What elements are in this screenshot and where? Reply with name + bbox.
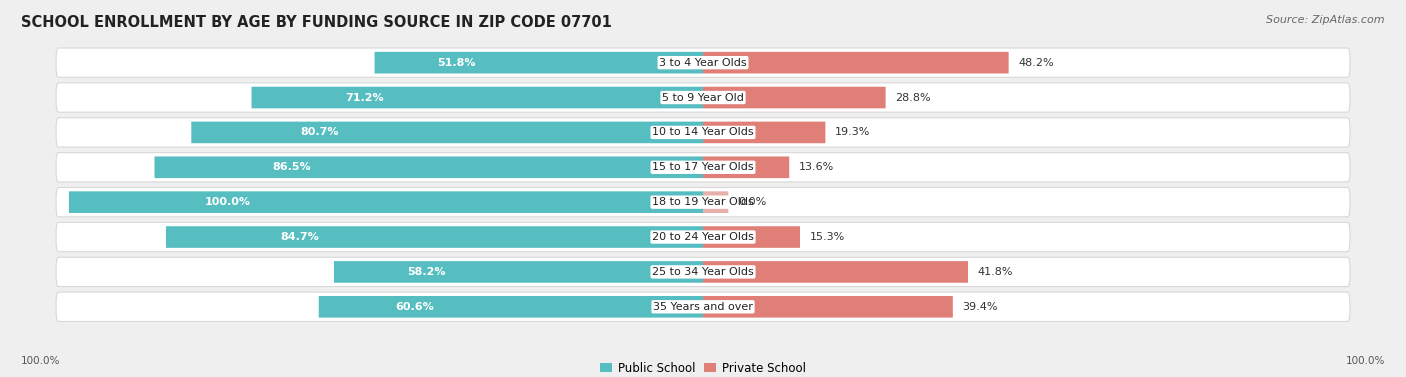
FancyBboxPatch shape [703,156,789,178]
FancyBboxPatch shape [319,296,703,317]
FancyBboxPatch shape [703,52,1008,74]
Text: 20 to 24 Year Olds: 20 to 24 Year Olds [652,232,754,242]
FancyBboxPatch shape [703,192,728,213]
FancyBboxPatch shape [69,192,703,213]
Text: 25 to 34 Year Olds: 25 to 34 Year Olds [652,267,754,277]
FancyBboxPatch shape [703,122,825,143]
FancyBboxPatch shape [56,83,1350,112]
FancyBboxPatch shape [191,122,703,143]
Text: 13.6%: 13.6% [799,162,834,172]
Text: 100.0%: 100.0% [1346,356,1385,366]
Text: 28.8%: 28.8% [896,92,931,103]
FancyBboxPatch shape [56,292,1350,322]
FancyBboxPatch shape [703,87,886,108]
Text: 51.8%: 51.8% [437,58,475,68]
Text: 41.8%: 41.8% [977,267,1014,277]
Text: 5 to 9 Year Old: 5 to 9 Year Old [662,92,744,103]
FancyBboxPatch shape [56,48,1350,77]
Text: 86.5%: 86.5% [273,162,311,172]
Text: 15.3%: 15.3% [810,232,845,242]
FancyBboxPatch shape [374,52,703,74]
Text: 71.2%: 71.2% [344,92,384,103]
Text: 39.4%: 39.4% [962,302,998,312]
FancyBboxPatch shape [335,261,703,283]
Text: 35 Years and over: 35 Years and over [652,302,754,312]
Text: Source: ZipAtlas.com: Source: ZipAtlas.com [1267,15,1385,25]
Text: SCHOOL ENROLLMENT BY AGE BY FUNDING SOURCE IN ZIP CODE 07701: SCHOOL ENROLLMENT BY AGE BY FUNDING SOUR… [21,15,612,30]
FancyBboxPatch shape [703,226,800,248]
FancyBboxPatch shape [703,296,953,317]
Text: 48.2%: 48.2% [1018,58,1053,68]
FancyBboxPatch shape [56,257,1350,287]
FancyBboxPatch shape [252,87,703,108]
FancyBboxPatch shape [166,226,703,248]
FancyBboxPatch shape [155,156,703,178]
Text: 100.0%: 100.0% [204,197,250,207]
Text: 18 to 19 Year Olds: 18 to 19 Year Olds [652,197,754,207]
Text: 60.6%: 60.6% [395,302,434,312]
Legend: Public School, Private School: Public School, Private School [595,357,811,377]
Text: 10 to 14 Year Olds: 10 to 14 Year Olds [652,127,754,138]
FancyBboxPatch shape [56,222,1350,252]
Text: 100.0%: 100.0% [21,356,60,366]
Text: 0.0%: 0.0% [738,197,766,207]
Text: 80.7%: 80.7% [299,127,339,138]
FancyBboxPatch shape [56,187,1350,217]
Text: 58.2%: 58.2% [406,267,446,277]
Text: 15 to 17 Year Olds: 15 to 17 Year Olds [652,162,754,172]
FancyBboxPatch shape [56,153,1350,182]
FancyBboxPatch shape [703,261,969,283]
FancyBboxPatch shape [56,118,1350,147]
Text: 84.7%: 84.7% [281,232,319,242]
Text: 3 to 4 Year Olds: 3 to 4 Year Olds [659,58,747,68]
Text: 19.3%: 19.3% [835,127,870,138]
